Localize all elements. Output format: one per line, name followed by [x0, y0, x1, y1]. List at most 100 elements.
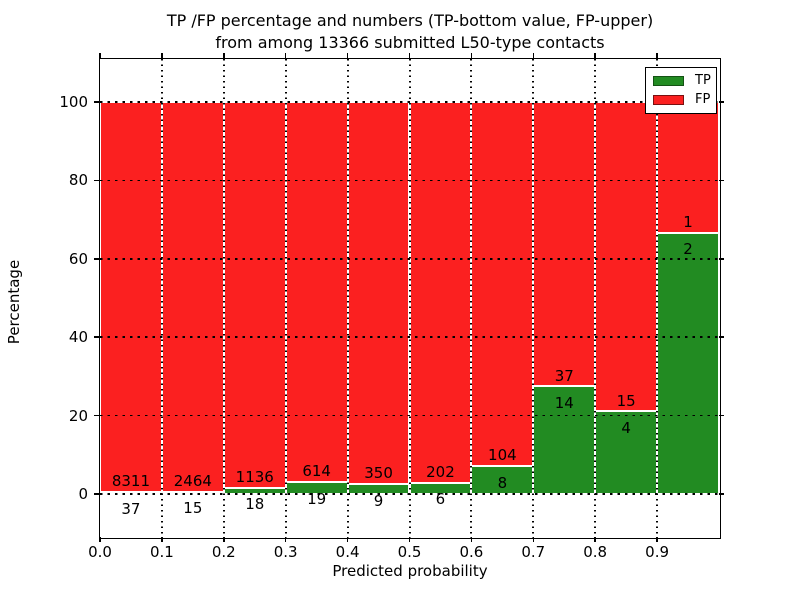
x-tick-label: 0.5 — [397, 543, 422, 561]
x-tick-mark — [99, 537, 101, 542]
y-tick-mark-right — [719, 493, 724, 495]
legend-swatch-icon — [653, 75, 684, 86]
x-tick-label: 0.6 — [459, 543, 484, 561]
bar-fp-segment — [533, 102, 596, 387]
horizontal-gridline — [100, 493, 720, 495]
tp-count-label: 18 — [245, 495, 265, 514]
tp-count-label: 19 — [307, 489, 327, 508]
y-tick-label: 60 — [68, 249, 88, 268]
x-tick-mark-top — [594, 52, 596, 58]
y-tick-label: 100 — [59, 93, 88, 112]
y-tick-mark — [93, 179, 99, 182]
fp-count-label: 15 — [616, 391, 636, 410]
x-tick-mark — [284, 537, 287, 542]
x-tick-mark-top — [223, 52, 225, 58]
legend: TP FP — [645, 67, 717, 114]
y-tick-label: 20 — [68, 406, 88, 425]
x-tick-mark-top — [346, 52, 349, 58]
fp-count-label: 2464 — [173, 471, 212, 490]
x-tick-label: 0.4 — [335, 543, 360, 561]
bar-fp-segment — [595, 102, 658, 412]
x-axis-label: Predicted probability — [332, 562, 488, 580]
x-tick-label: 0.0 — [88, 543, 112, 561]
x-tick-mark-top — [284, 52, 287, 58]
bar-fp-segment — [100, 102, 162, 493]
y-tick-mark — [93, 493, 99, 495]
legend-entry: TP — [653, 72, 716, 88]
y-tick-mark-right — [719, 179, 724, 182]
chart-title: TP /FP percentage and numbers (TP-bottom… — [99, 10, 721, 54]
fp-count-label: 614 — [302, 462, 331, 481]
x-tick-mark-top — [99, 52, 101, 58]
x-tick-mark — [594, 537, 596, 542]
tp-count-label: 2 — [683, 240, 693, 259]
bar-fp-segment — [409, 102, 472, 483]
bar-tp-segment — [657, 232, 719, 494]
bar-fp-segment — [161, 102, 224, 492]
vertical-gridline — [160, 59, 163, 538]
horizontal-gridline — [100, 414, 720, 417]
vertical-gridline — [408, 59, 411, 538]
y-tick-label: 80 — [68, 171, 88, 190]
y-tick-mark-right — [719, 101, 724, 103]
x-tick-label: 0.7 — [521, 543, 546, 561]
chart-title-line1: TP /FP percentage and numbers (TP-bottom… — [166, 11, 654, 30]
y-tick-mark — [93, 258, 99, 260]
bar-tp-segment — [533, 386, 596, 494]
horizontal-gridline — [100, 336, 720, 338]
tp-count-label: 14 — [554, 393, 574, 412]
horizontal-gridline — [100, 179, 720, 182]
bar-tp-segment — [223, 487, 286, 494]
legend-label: TP — [695, 72, 711, 88]
tp-count-label: 6 — [435, 490, 446, 509]
y-tick-label: 0 — [78, 484, 88, 503]
x-tick-label: 0.9 — [645, 543, 670, 561]
fp-count-label: 104 — [488, 446, 517, 465]
x-tick-mark — [346, 537, 349, 542]
x-tick-mark-top — [532, 52, 535, 58]
fp-count-label: 1 — [683, 212, 693, 231]
vertical-gridline — [346, 59, 349, 538]
vertical-gridline — [284, 59, 287, 538]
y-tick-mark — [93, 336, 99, 338]
y-tick-mark-right — [719, 258, 724, 260]
vertical-gridline — [532, 59, 535, 538]
x-tick-mark-top — [470, 52, 473, 58]
y-axis-label: Percentage — [5, 259, 23, 345]
bar-fp-segment — [657, 102, 719, 233]
tp-count-label: 37 — [121, 499, 141, 518]
bar-fp-segment — [471, 102, 534, 466]
bar-fp-segment — [285, 102, 348, 483]
legend-swatch-icon — [653, 95, 684, 106]
y-tick-label: 40 — [68, 328, 88, 347]
horizontal-gridline — [100, 101, 720, 103]
fp-count-label: 8311 — [111, 472, 151, 491]
x-tick-mark — [532, 537, 535, 542]
x-tick-label: 0.2 — [211, 543, 236, 561]
tp-count-label: 4 — [621, 419, 631, 437]
y-tick-mark — [93, 101, 99, 103]
bar-tp-segment — [595, 411, 658, 494]
bar-tp-segment — [161, 491, 224, 494]
vertical-gridline — [594, 59, 597, 538]
x-tick-label: 0.1 — [149, 543, 174, 561]
x-tick-mark — [161, 537, 163, 542]
bar-tp-segment — [471, 465, 534, 494]
vertical-gridline — [656, 59, 659, 538]
x-tick-mark — [408, 537, 411, 542]
x-tick-mark — [656, 537, 658, 542]
x-tick-mark-top — [408, 52, 411, 58]
x-tick-mark — [470, 537, 473, 542]
y-tick-mark-right — [719, 414, 724, 417]
bar-fp-segment — [223, 102, 286, 488]
tp-count-label: 8 — [497, 473, 508, 492]
fp-count-label: 350 — [364, 464, 393, 483]
x-tick-mark-top — [656, 52, 658, 58]
x-tick-label: 0.8 — [583, 543, 608, 561]
legend-entry: FP — [653, 93, 716, 107]
fp-count-label: 202 — [426, 462, 455, 481]
legend-label: FP — [695, 92, 711, 108]
chart-title-line2: from among 13366 submitted L50-type cont… — [215, 33, 605, 52]
tp-count-label: 15 — [183, 499, 203, 518]
